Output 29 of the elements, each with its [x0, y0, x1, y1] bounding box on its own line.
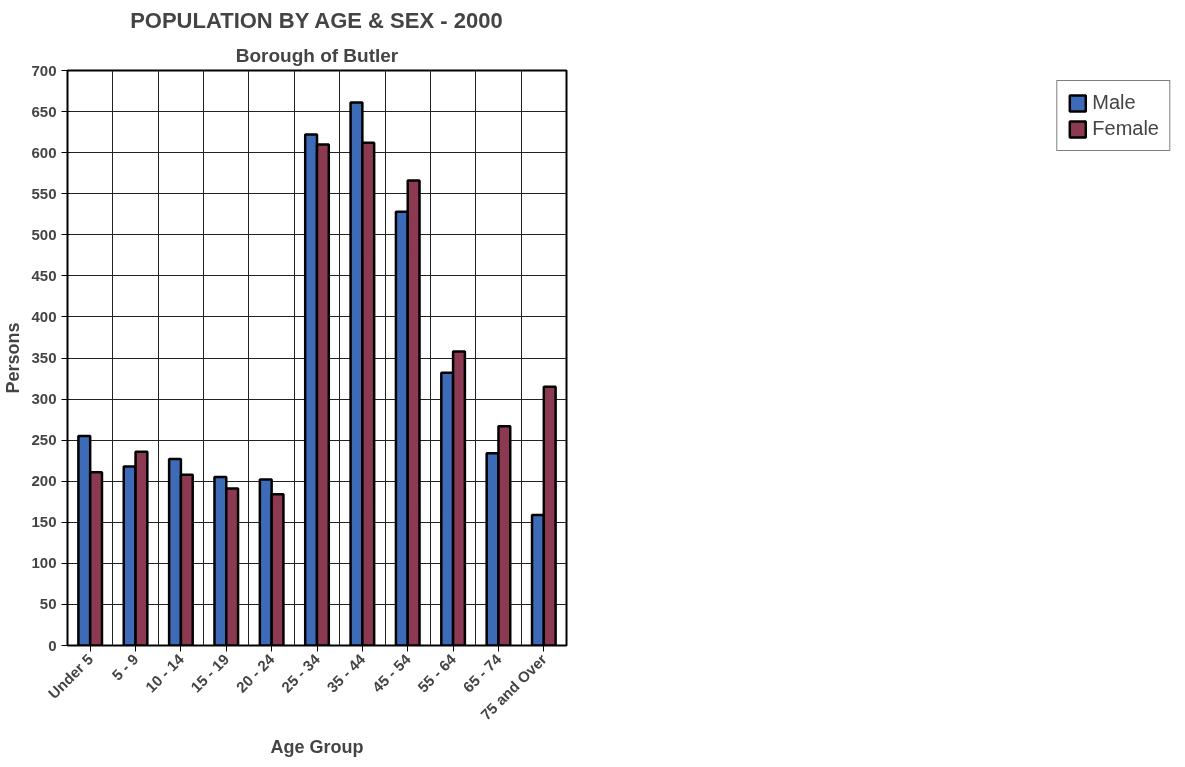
x-tick-label: 15 - 19: [187, 650, 233, 696]
y-tick-label: 700: [31, 61, 57, 79]
y-tick-label: 550: [31, 184, 57, 202]
x-tick-label: 10 - 14: [141, 650, 188, 696]
chart-title: POPULATION BY AGE & SEX - 2000: [130, 7, 503, 33]
y-tick-label: 250: [31, 431, 57, 449]
y-tick-label: 350: [31, 349, 57, 366]
y-tick-label: 300: [31, 390, 57, 408]
y-tick-label: 200: [31, 472, 57, 490]
y-axis-title: Persons: [3, 322, 24, 394]
y-tick-label: 650: [31, 102, 57, 120]
y-tick-label: 600: [31, 143, 57, 161]
y-tick-label: 50: [39, 595, 57, 613]
y-tick-label: 150: [31, 513, 57, 531]
x-tick-label: 35 - 44: [323, 650, 369, 696]
legend-label: Female: [1092, 117, 1159, 140]
x-tick-label: 5 - 9: [108, 650, 142, 684]
x-axis-title: Age Group: [270, 737, 364, 758]
x-tick-label: 25 - 34: [277, 650, 324, 696]
x-tick-label: 20 - 24: [232, 650, 279, 696]
x-tick-label: 45 - 54: [368, 650, 415, 696]
y-tick-label: 500: [31, 225, 57, 243]
y-tick-label: 450: [31, 266, 57, 284]
y-tick-label: 400: [31, 307, 57, 325]
legend-label: Male: [1092, 91, 1136, 114]
chart-subtitle: Borough of Butler: [235, 44, 399, 66]
y-tick-label: 100: [31, 554, 57, 572]
y-tick-label: 0: [48, 636, 57, 654]
x-tick-label: 55 - 64: [414, 650, 460, 696]
